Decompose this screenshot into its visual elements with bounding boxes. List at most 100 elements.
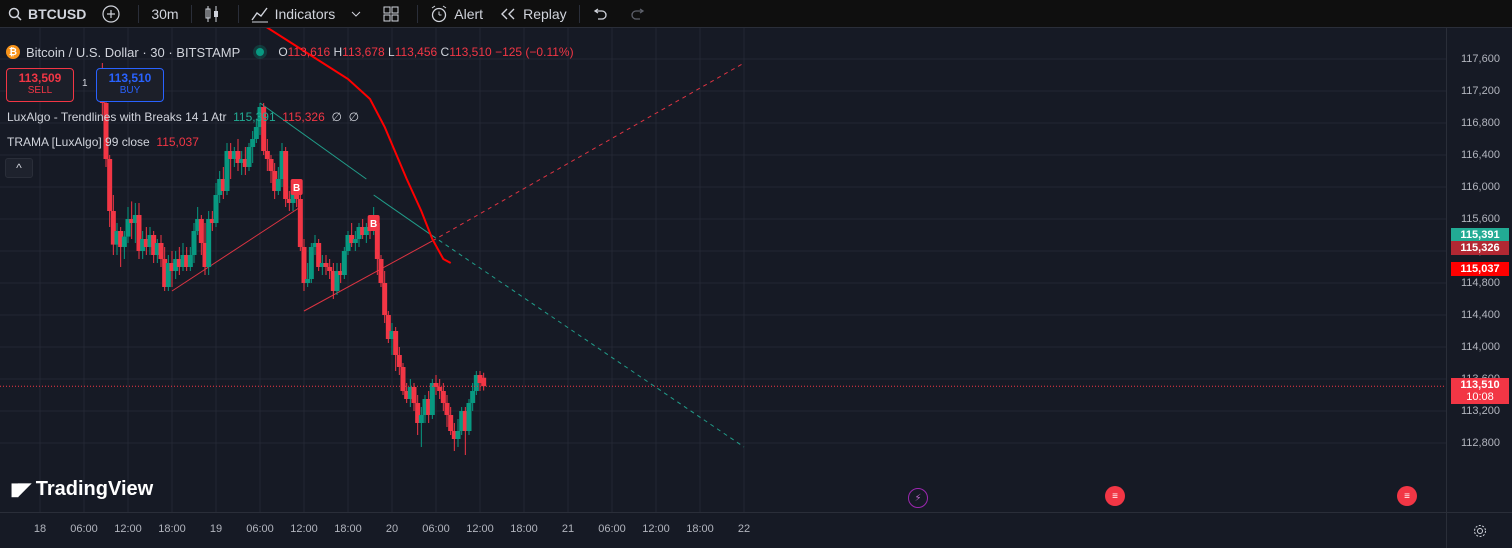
- candle-body: [433, 383, 439, 387]
- candle-body: [349, 235, 355, 243]
- undo-button[interactable]: [584, 0, 622, 28]
- candle-body: [301, 247, 307, 283]
- interval-button[interactable]: 30m: [143, 0, 186, 28]
- candle-body: [162, 259, 168, 287]
- buy-price: 113,510: [108, 71, 152, 85]
- price-tick-label: 117,600: [1461, 53, 1500, 65]
- time-tick-label: 12:00: [114, 523, 142, 535]
- alarm-clock-icon: [432, 5, 447, 22]
- price-tick-label: 113,200: [1461, 405, 1500, 417]
- candle-body: [462, 411, 468, 431]
- indicators-dropdown[interactable]: [343, 0, 375, 28]
- time-tick-label: 12:00: [466, 523, 494, 535]
- interval-label: 30m: [151, 5, 179, 22]
- candle-body: [125, 219, 131, 237]
- sell-label: SELL: [27, 85, 53, 96]
- bitcoin-icon: ₿: [6, 45, 20, 59]
- time-tick-label: 21: [561, 523, 575, 535]
- candle-body: [242, 159, 248, 167]
- plus-circle-icon: [102, 4, 120, 23]
- candle-body: [224, 151, 230, 191]
- candle-body: [246, 147, 252, 167]
- alert-button[interactable]: Alert: [422, 0, 491, 28]
- candle-body: [147, 235, 153, 247]
- price-chart[interactable]: BB: [0, 2, 1446, 512]
- break-marker-label: B: [293, 183, 300, 194]
- candle-body: [151, 235, 157, 255]
- grid-icon: [383, 6, 399, 21]
- candle-body: [363, 227, 369, 235]
- us-economic-event-icon[interactable]: ≡: [1397, 486, 1417, 506]
- indicator-legend-trama[interactable]: TRAMA [LuxAlgo] 99 close 115,037: [7, 135, 199, 149]
- indicator-legend-trendlines[interactable]: LuxAlgo - Trendlines with Breaks 14 1 At…: [7, 110, 359, 124]
- candle-body: [184, 255, 190, 267]
- layouts-button[interactable]: [375, 0, 413, 28]
- dividends-event-icon[interactable]: ⚡: [908, 488, 928, 508]
- symbol-label: BTCUSD: [28, 5, 87, 22]
- us-economic-event-icon[interactable]: ≡: [1105, 486, 1125, 506]
- compare-symbol-button[interactable]: [94, 0, 134, 28]
- replay-label: Replay: [523, 5, 567, 22]
- time-axis[interactable]: 18 06:00 12:00 18:00 19 06:00 12:00 18:00 20 06:0…: [0, 512, 1446, 548]
- price-tick-label: 115,600: [1461, 213, 1500, 225]
- symbol-search-button[interactable]: BTCUSD: [0, 0, 94, 28]
- candle-body: [132, 215, 138, 223]
- symbol-legend-row[interactable]: ₿ Bitcoin / U.S. Dollar · 30 · BITSTAMP …: [6, 42, 574, 62]
- market-open-indicator: [256, 48, 265, 56]
- time-tick-label: 20: [385, 523, 399, 535]
- rewind-icon: [501, 8, 515, 19]
- time-tick-label: 18:00: [686, 523, 714, 535]
- candle-body: [231, 151, 237, 159]
- candle-body: [250, 139, 256, 147]
- redo-button[interactable]: [622, 0, 660, 28]
- chart-type-button[interactable]: [196, 0, 234, 28]
- indicators-icon: [251, 7, 268, 22]
- collapse-legend-button[interactable]: ^: [5, 158, 33, 178]
- candle-body: [470, 391, 476, 403]
- tradingview-logo[interactable]: ▮◤ TradingView: [10, 478, 153, 501]
- candle-body: [338, 271, 344, 275]
- price-axis[interactable]: 117,600 117,200 116,800 116,400 116,000 115,6…: [1446, 28, 1512, 512]
- trendline-upper: [373, 194, 433, 237]
- price-tick-label: 116,400: [1461, 149, 1500, 161]
- candle-body: [319, 263, 325, 267]
- toolbar-divider: [190, 4, 192, 23]
- trendline-lower: [171, 206, 301, 292]
- break-marker: [367, 215, 380, 231]
- chevron-up-icon: ^: [16, 161, 22, 175]
- price-tick-label: 114,000: [1461, 341, 1500, 353]
- time-tick-label: 06:00: [246, 523, 274, 535]
- time-tick-label: 18: [33, 523, 47, 535]
- candle-body: [103, 103, 109, 159]
- trama-price-tag: 115,037: [1451, 262, 1509, 277]
- trendline-lower: [303, 240, 433, 312]
- time-tick-label: 18:00: [510, 523, 538, 535]
- candle-body: [389, 331, 395, 339]
- candle-body: [176, 259, 182, 267]
- sell-button[interactable]: 113,509 SELL: [6, 68, 74, 102]
- upper-trendline-price-tag: 115,391: [1451, 227, 1509, 242]
- break-marker: [290, 179, 303, 195]
- candle-body: [429, 383, 435, 415]
- buy-label: BUY: [119, 85, 141, 96]
- candle-body: [305, 279, 311, 283]
- candle-body: [239, 159, 245, 163]
- buy-button[interactable]: 113,510 BUY: [96, 68, 164, 102]
- candle-body: [107, 159, 113, 211]
- candle-body: [473, 375, 479, 391]
- trendline-lower: [432, 62, 745, 242]
- ohlc-values: O113,616 H113,678 L113,456 C113,510 −125…: [278, 45, 574, 59]
- candle-body: [385, 315, 391, 339]
- candle-body: [352, 239, 358, 243]
- time-tick-label: 06:00: [70, 523, 98, 535]
- indicators-label: Indicators: [274, 5, 336, 22]
- indicator-value: 115,037: [156, 135, 199, 149]
- chart-settings-button[interactable]: [1446, 512, 1512, 548]
- indicators-button[interactable]: Indicators: [243, 0, 344, 28]
- replay-button[interactable]: Replay: [491, 0, 575, 28]
- candle-body: [312, 243, 318, 247]
- search-icon: [8, 7, 22, 21]
- price-tick-label: 116,800: [1461, 117, 1500, 129]
- toolbar-divider: [417, 4, 419, 23]
